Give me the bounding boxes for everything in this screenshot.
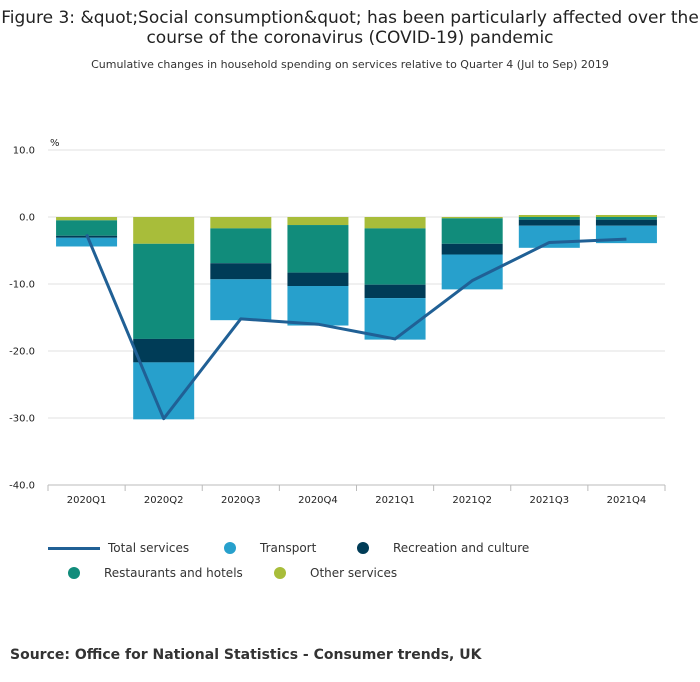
- y-tick-label: 0.0: [19, 213, 35, 224]
- legend-label: Total services: [108, 541, 190, 555]
- legend-dot-transport: [224, 542, 236, 554]
- legend-label: Transport: [260, 541, 317, 555]
- x-tick-label: 2021Q2: [452, 495, 492, 506]
- bar-transport: [287, 286, 349, 326]
- y-axis-ticks: 10.0 0.0 -10.0 -20.0 -30.0 -40.0: [9, 146, 35, 492]
- bar-other: [210, 217, 272, 229]
- bar-recreation: [441, 243, 503, 255]
- x-axis: 2020Q1 2020Q2 2020Q3 2020Q4 2021Q1 2021Q2 2021…: [47, 484, 666, 506]
- bar-other: [56, 217, 118, 221]
- x-tick-label: 2020Q2: [144, 495, 184, 506]
- x-tick-label: 2020Q4: [298, 495, 338, 506]
- bar-recreation: [133, 338, 195, 363]
- bar-other: [133, 217, 195, 244]
- bars: [56, 214, 657, 420]
- x-tick-label: 2020Q1: [67, 495, 107, 506]
- bar-transport: [364, 298, 426, 340]
- legend-dot-restaurants: [68, 567, 80, 579]
- bar-other: [518, 214, 580, 217]
- bar-recreation: [518, 219, 580, 226]
- bar-restaurants: [287, 225, 349, 273]
- bar-restaurants: [595, 217, 657, 220]
- chart-area: % 10.00.0-10.0-20.0-30.0-40.0 2020Q1 2020…: [9, 138, 666, 506]
- bar-restaurants: [364, 228, 426, 285]
- legend-dot-other: [274, 567, 286, 579]
- legend-item-restaurants[interactable]: Restaurants and hotels: [68, 566, 243, 580]
- y-axis-label: %: [50, 138, 60, 149]
- bar-recreation: [364, 284, 426, 299]
- bar-restaurants: [56, 220, 118, 236]
- chart-title: Figure 3: &quot;Social consumption&quot;…: [1, 8, 699, 48]
- bar-restaurants: [441, 218, 503, 244]
- bar-transport: [210, 279, 272, 321]
- total-line: [85, 233, 627, 421]
- legend-item-other[interactable]: Other services: [274, 566, 397, 580]
- chart-subtitle: Cumulative changes in household spending…: [91, 58, 609, 71]
- legend-line-swatch: [48, 546, 100, 550]
- y-tick-label: -10.0: [9, 280, 35, 291]
- legend-label: Other services: [310, 566, 398, 580]
- legend-label: Recreation and culture: [393, 541, 530, 555]
- x-tick-label: 2021Q3: [529, 495, 569, 506]
- bar-restaurants: [518, 217, 580, 220]
- bar-restaurants: [133, 243, 195, 339]
- y-tick-label: -40.0: [9, 481, 35, 492]
- legend-label: Restaurants and hotels: [104, 566, 243, 580]
- bar-recreation: [287, 272, 349, 287]
- bar-other: [441, 217, 503, 219]
- x-tick-label: 2020Q3: [221, 495, 261, 506]
- total-services-line: [85, 233, 627, 421]
- bar-recreation: [210, 263, 272, 280]
- y-tick-label: 10.0: [13, 146, 35, 157]
- y-tick-label: -30.0: [9, 414, 35, 425]
- bar-other: [364, 217, 426, 229]
- legend-item-recreation[interactable]: Recreation and culture: [357, 541, 529, 555]
- y-tick-label: -20.0: [9, 347, 35, 358]
- legend-dot-recreation: [357, 542, 369, 554]
- legend-item-total[interactable]: Total services: [48, 541, 189, 555]
- legend-item-transport[interactable]: Transport: [224, 541, 316, 555]
- bar-transport: [56, 237, 118, 247]
- bar-transport: [518, 225, 580, 248]
- bar-transport: [441, 254, 503, 290]
- bar-other: [595, 214, 657, 217]
- bar-recreation: [595, 219, 657, 226]
- bar-restaurants: [210, 228, 272, 264]
- source-note: Source: Office for National Statistics -…: [10, 647, 482, 663]
- bar-other: [287, 217, 349, 226]
- x-tick-label: 2021Q4: [607, 495, 647, 506]
- x-tick-label: 2021Q1: [375, 495, 415, 506]
